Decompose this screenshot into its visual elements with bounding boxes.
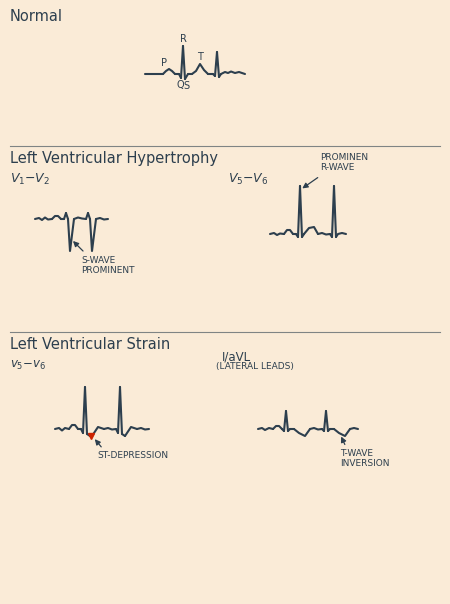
Text: Left Ventricular Hypertrophy: Left Ventricular Hypertrophy	[10, 151, 218, 166]
Text: Q: Q	[176, 80, 184, 90]
Text: $V_1$$-V_2$: $V_1$$-V_2$	[10, 172, 50, 187]
Text: Left Ventricular Strain: Left Ventricular Strain	[10, 337, 170, 352]
Text: (LATERAL LEADS): (LATERAL LEADS)	[216, 362, 294, 371]
Text: I/aVL: I/aVL	[222, 351, 251, 364]
Text: S-WAVE
PROMINENT: S-WAVE PROMINENT	[81, 256, 135, 275]
Text: PROMINEN
R-WAVE: PROMINEN R-WAVE	[320, 153, 368, 172]
Text: T-WAVE
INVERSION: T-WAVE INVERSION	[340, 449, 390, 468]
Text: $v_5$$-v_6$: $v_5$$-v_6$	[10, 359, 46, 372]
Text: ST-DEPRESSION: ST-DEPRESSION	[97, 451, 168, 460]
Text: R: R	[180, 34, 186, 44]
Text: T: T	[197, 52, 203, 62]
Text: S: S	[183, 81, 189, 91]
Text: $V_5$$-V_6$: $V_5$$-V_6$	[228, 172, 269, 187]
Text: P: P	[161, 58, 167, 68]
Text: Normal: Normal	[10, 9, 63, 24]
